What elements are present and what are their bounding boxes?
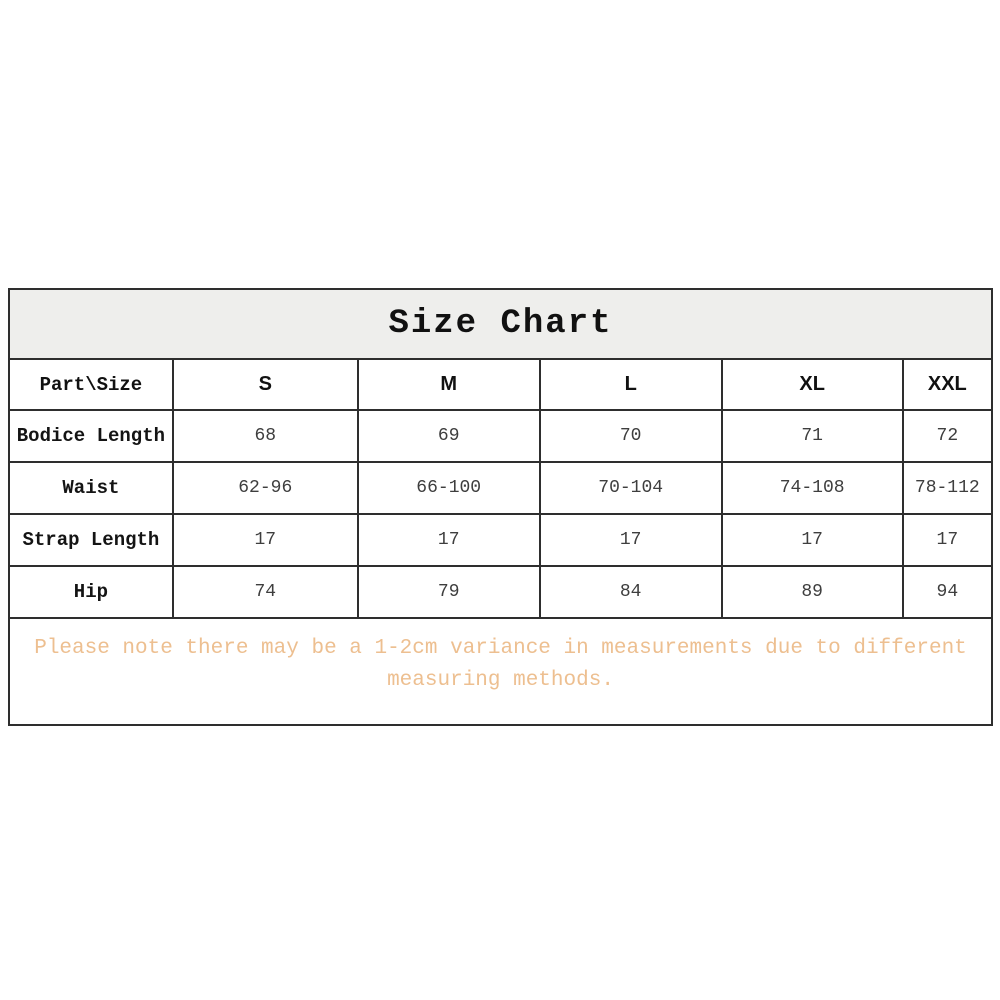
cell-bodice-length-xl: 71 [722,411,904,463]
cell-strap-length-m: 17 [358,515,541,567]
column-header-l: L [540,360,723,411]
cell-bodice-length-m: 69 [358,411,541,463]
cell-waist-l: 70-104 [540,463,723,515]
cell-bodice-length-xxl: 72 [903,411,991,463]
row-label-strap-length: Strap Length [10,515,174,567]
cell-waist-xxl: 78-112 [903,463,991,515]
cell-strap-length-s: 17 [173,515,359,567]
cell-hip-m: 79 [358,567,541,619]
size-chart-table: Size Chart Part\Size S M L XL XXL Bodice… [8,288,993,726]
column-header-m: M [358,360,541,411]
cell-strap-length-xxl: 17 [903,515,991,567]
cell-strap-length-l: 17 [540,515,723,567]
cell-bodice-length-s: 68 [173,411,359,463]
size-chart-grid: Part\Size S M L XL XXL Bodice Length 68 … [10,360,991,619]
cell-hip-xl: 89 [722,567,904,619]
table-title: Size Chart [388,305,613,343]
cell-strap-length-xl: 17 [722,515,904,567]
row-label-waist: Waist [10,463,174,515]
row-label-bodice-length: Bodice Length [10,411,174,463]
column-header-xxl: XXL [903,360,991,411]
cell-waist-xl: 74-108 [722,463,904,515]
cell-hip-xxl: 94 [903,567,991,619]
note-row: Please note there may be a 1-2cm varianc… [10,619,991,728]
cell-hip-s: 74 [173,567,359,619]
cell-hip-l: 84 [540,567,723,619]
column-header-s: S [173,360,359,411]
table-title-row: Size Chart [10,290,991,360]
cell-waist-s: 62-96 [173,463,359,515]
cell-waist-m: 66-100 [358,463,541,515]
note-text: Please note there may be a 1-2cm varianc… [34,637,967,692]
row-label-hip: Hip [10,567,174,619]
column-header-part-size: Part\Size [10,360,174,411]
column-header-xl: XL [722,360,904,411]
cell-bodice-length-l: 70 [540,411,723,463]
